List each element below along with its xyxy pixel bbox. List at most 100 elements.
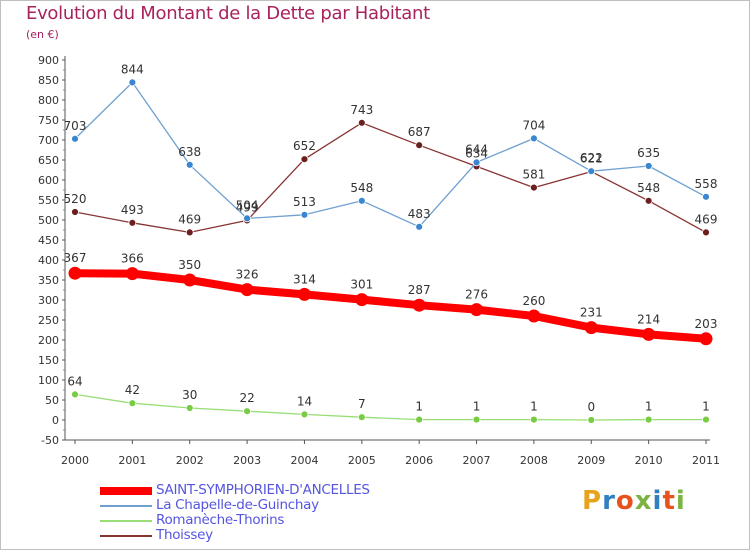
y-tick-label: 200: [38, 334, 59, 347]
legend-label: Romanèche-Thorins: [156, 512, 285, 528]
legend-item-romaneche: Romanèche-Thorins: [100, 512, 430, 528]
data-label: 287: [408, 283, 431, 297]
data-label: 42: [125, 383, 140, 397]
data-point: [128, 78, 137, 87]
data-label: 493: [121, 203, 144, 217]
logo-letter: x: [634, 486, 653, 516]
logo-letter: r: [602, 486, 616, 516]
data-point: [699, 332, 713, 346]
data-point: [183, 273, 197, 287]
legend-swatch: [100, 487, 152, 495]
x-tick-label: 2009: [577, 454, 605, 467]
series-line: [74, 81, 707, 228]
logo-letter: i: [675, 486, 686, 516]
data-label: 326: [236, 268, 259, 282]
data-point: [185, 160, 194, 169]
data-label: 652: [293, 139, 316, 153]
proxiti-logo: Proxiti: [582, 486, 686, 516]
y-tick-label: -50: [41, 434, 59, 447]
logo-letter: o: [615, 486, 635, 516]
data-label: 276: [465, 288, 488, 302]
x-tick-label: 2002: [176, 454, 204, 467]
y-tick-label: 600: [38, 174, 59, 187]
data-label: 1: [645, 400, 653, 414]
y-tick-label: 400: [38, 254, 59, 267]
x-tick-label: 2005: [348, 454, 376, 467]
data-label: 703: [64, 119, 87, 133]
data-label: 64: [67, 374, 82, 388]
data-point: [240, 283, 254, 297]
data-point: [587, 167, 596, 176]
y-tick-label: 700: [38, 134, 59, 147]
logo-letter: i: [652, 486, 663, 516]
data-point: [530, 415, 538, 424]
data-label: 687: [408, 125, 431, 139]
data-point: [415, 141, 424, 150]
data-point: [644, 196, 653, 205]
data-label: 704: [522, 118, 545, 132]
data-point: [71, 390, 79, 399]
data-point: [357, 196, 366, 205]
series-line: [74, 393, 707, 421]
data-label: 520: [64, 192, 87, 206]
y-tick-label: 0: [52, 414, 59, 427]
data-point: [527, 309, 541, 323]
x-tick-label: 2008: [520, 454, 548, 467]
data-label: 14: [297, 394, 312, 408]
x-tick-label: 2004: [290, 454, 318, 467]
data-point: [530, 134, 538, 143]
data-label: 743: [350, 103, 373, 117]
y-tick-label: 50: [45, 394, 59, 407]
y-tick-label: 150: [38, 354, 59, 367]
legend-label: La Chapelle-de-Guinchay: [156, 497, 319, 513]
data-label: 548: [637, 181, 660, 195]
data-point: [587, 416, 596, 424]
logo-letter: P: [582, 486, 603, 516]
data-point: [300, 410, 309, 419]
data-point: [128, 399, 137, 408]
data-label: 260: [522, 294, 545, 308]
data-point: [128, 218, 137, 227]
data-point: [71, 134, 79, 143]
legend-item-la-chapelle: La Chapelle-de-Guinchay: [100, 497, 430, 513]
data-label: 548: [350, 181, 373, 195]
data-label: 513: [293, 195, 316, 209]
data-label: 1: [702, 400, 710, 414]
x-tick-label: 2010: [635, 454, 663, 467]
data-point: [415, 222, 424, 231]
data-point: [355, 293, 369, 307]
legend-item-thoissey: Thoissey: [100, 527, 430, 543]
data-label: 1: [415, 400, 423, 414]
data-label: 844: [121, 62, 144, 76]
data-label: 581: [522, 168, 545, 182]
data-point: [185, 404, 194, 412]
data-point: [243, 214, 251, 223]
y-tick-label: 300: [38, 294, 59, 307]
data-label: 621: [580, 152, 603, 166]
legend-item-saint-symphorien: SAINT-SYMPHORIEN-D'ANCELLES: [100, 482, 430, 498]
data-label: 504: [236, 198, 259, 212]
y-tick-label: 800: [38, 94, 59, 107]
data-point: [125, 267, 139, 281]
legend-swatch: [100, 505, 152, 507]
data-point: [702, 192, 710, 201]
data-point: [71, 208, 79, 216]
legend-swatch: [100, 520, 152, 522]
data-point: [642, 327, 656, 341]
x-tick-label: 2011: [692, 454, 720, 467]
data-point: [68, 266, 82, 280]
logo-letter: t: [662, 486, 676, 516]
data-label: 622: [580, 151, 603, 165]
data-point: [300, 210, 309, 219]
data-label: 1: [473, 400, 481, 414]
x-tick-label: 2001: [118, 454, 146, 467]
data-point: [357, 413, 366, 422]
y-tick-label: 500: [38, 214, 59, 227]
data-point: [584, 321, 598, 335]
x-tick-label: 2006: [405, 454, 433, 467]
y-tick-label: 850: [38, 74, 59, 87]
data-point: [415, 415, 424, 424]
legend: SAINT-SYMPHORIEN-D'ANCELLES La Chapelle-…: [100, 482, 430, 543]
data-point: [702, 415, 710, 424]
